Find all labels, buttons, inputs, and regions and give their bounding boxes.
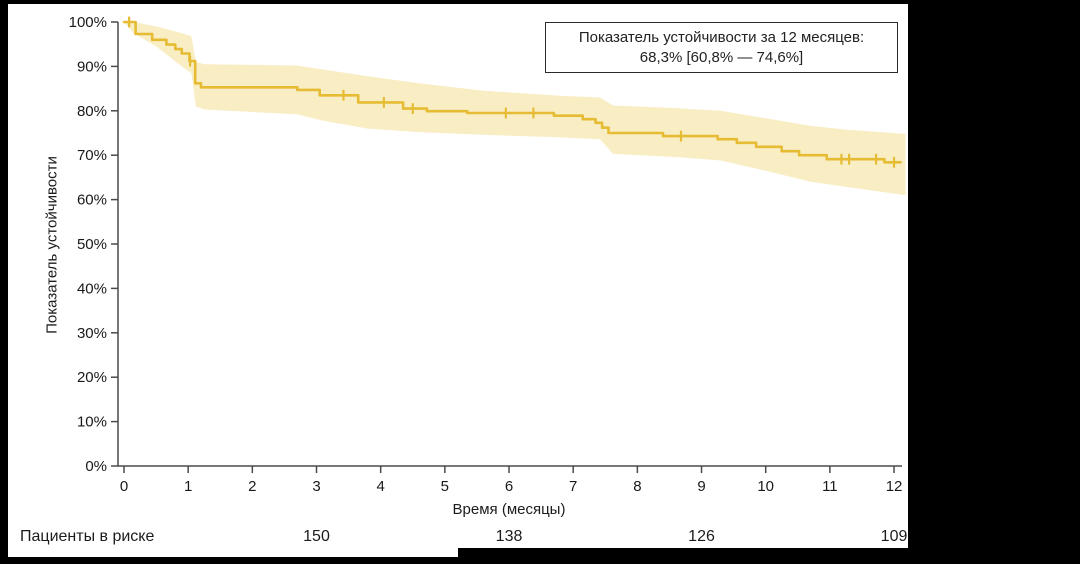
at-risk-count: 150 [303,528,330,545]
x-tick-label: 9 [697,478,705,495]
annotation-line-1: Показатель устойчивости за 12 месяцев: [578,29,865,46]
km-curve [122,20,902,164]
x-tick-label: 4 [377,478,385,495]
patients-at-risk-row: 150 138 126 109 [0,528,1080,550]
x-tick-label: 6 [505,478,513,495]
y-tick-label: 20% [77,369,107,386]
x-tick-label: 10 [757,478,774,495]
risk-row-background [8,548,458,557]
x-tick-label: 1 [184,478,192,495]
at-risk-count: 126 [688,528,715,545]
y-tick-label: 50% [77,236,107,253]
at-risk-count: 138 [495,528,523,545]
y-tick-label: 80% [77,103,107,120]
chart-panel: 100% 90% 80% 70% 60% 50% 40% 30% 20% 10% 0% 0 1 2 3 4 5 6… [8,4,908,548]
confidence-band [124,22,906,196]
x-tick-label: 12 [886,478,903,495]
annotation-line-2: 68,3% [60,8% — 74,6%] [639,49,804,66]
x-tick-label: 3 [312,478,320,495]
x-tick-label: 2 [248,478,256,495]
patients-at-risk-label: Пациенты в риске [20,528,155,545]
x-tick-label: 0 [120,478,128,495]
x-tick-label: 5 [441,478,449,495]
y-tick-label: 10% [77,414,107,431]
at-risk-count: 109 [880,528,908,545]
km-plot: 100%90%80%70%60%50%40%30%20%10%0%0 1 2 3 4 5 6… [69,14,906,495]
y-tick-label: 60% [77,192,107,209]
x-tick-label: 8 [633,478,641,495]
x-tick-label: 11 [822,478,838,495]
y-tick-label: 90% [77,58,107,75]
y-tick-label: 30% [77,325,107,342]
x-axis-title: Время (месяцы) [452,501,566,518]
x-tick-label: 7 [569,478,577,495]
y-tick-label: 40% [77,280,107,297]
y-tick-label: 0% [85,458,107,475]
y-tick-label: 70% [77,147,107,164]
estimate-annotation-box: Показатель устойчивости за 12 месяцев: 6… [545,22,898,73]
y-axis-title: Показатель устойчивости [43,156,61,334]
y-tick-label: 100% [69,14,107,31]
